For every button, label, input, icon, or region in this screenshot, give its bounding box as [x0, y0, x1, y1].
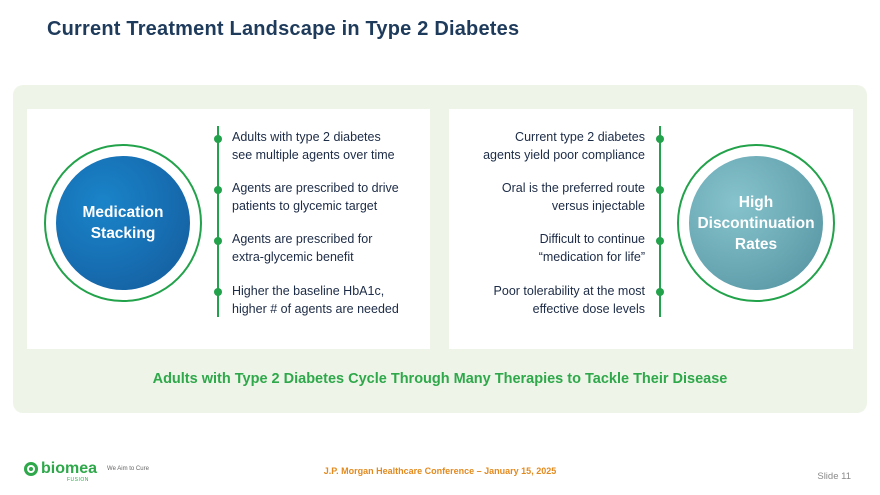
bullet-line: Agents are prescribed for	[232, 232, 373, 246]
circle-label-line: Rates	[734, 235, 778, 253]
bullet-line: Current type 2 diabetes	[515, 130, 645, 144]
left-bullet: Agents are prescribed for extra-glycemic…	[232, 231, 422, 266]
circle-label-line: Stacking	[90, 225, 156, 242]
bullet-line: Oral is the preferred route	[501, 181, 645, 195]
discontinuation-ring	[677, 144, 835, 302]
discontinuation-circle: High Discontinuation Rates	[689, 156, 823, 290]
circle-label-line: Discontinuation	[697, 214, 815, 232]
biomea-logo-mark-icon	[24, 462, 38, 476]
timeline-dot	[214, 288, 222, 296]
bullet-line: extra-glycemic benefit	[232, 249, 354, 264]
bullet-line: Adults with type 2 diabetes	[232, 130, 381, 144]
left-bullet: Agents are prescribed to drive patients …	[232, 180, 422, 215]
right-timeline-line	[659, 126, 661, 317]
logo-tagline: We Aim to Cure	[107, 466, 149, 472]
circle-label-line: Medication	[82, 204, 164, 221]
circle-label-line: High	[738, 193, 774, 211]
logo-subtext: FUSION	[67, 477, 89, 483]
slide-tagline: Adults with Type 2 Diabetes Cycle Throug…	[152, 371, 728, 387]
timeline-dot	[656, 186, 664, 194]
right-bullet: Poor tolerability at the most effective …	[455, 283, 645, 318]
conference-label: J.P. Morgan Healthcare Conference – Janu…	[323, 466, 557, 476]
medication-stacking-circle: Medication Stacking	[56, 156, 190, 290]
timeline-dot	[214, 135, 222, 143]
timeline-dot	[656, 237, 664, 245]
medication-stacking-ring	[44, 144, 202, 302]
biomea-logo: biomea FUSION We Aim to Cure	[24, 460, 149, 483]
bullet-line: effective dose levels	[532, 301, 645, 316]
bullet-line: see multiple agents over time	[232, 147, 395, 162]
bullet-line: patients to glycemic target	[232, 198, 378, 213]
timeline-dot	[656, 135, 664, 143]
bullet-line: “medication for life”	[538, 249, 645, 264]
timeline-dot	[214, 237, 222, 245]
slide-number: Slide 11	[817, 471, 851, 482]
bullet-line: Poor tolerability at the most	[493, 284, 645, 298]
bullet-line: Difficult to continue	[539, 232, 645, 246]
bullet-line: agents yield poor compliance	[483, 147, 645, 162]
left-timeline-line	[217, 126, 219, 317]
bullet-line: Agents are prescribed to drive	[232, 181, 399, 195]
left-bullet: Adults with type 2 diabetes see multiple…	[232, 129, 422, 164]
timeline-dot	[656, 288, 664, 296]
right-bullet: Oral is the preferred route versus injec…	[455, 180, 645, 215]
left-bullet: Higher the baseline HbA1c, higher # of a…	[232, 283, 422, 318]
right-bullet: Current type 2 diabetes agents yield poo…	[455, 129, 645, 164]
logo-wordmark: biomea	[41, 460, 98, 477]
bullet-line: Higher the baseline HbA1c,	[232, 284, 385, 298]
bullet-line: versus injectable	[551, 198, 645, 213]
right-bullet: Difficult to continue “medication for li…	[455, 231, 645, 266]
slide-title: Current Treatment Landscape in Type 2 Di…	[47, 18, 520, 40]
bullet-line: higher # of agents are needed	[232, 301, 399, 316]
timeline-dot	[214, 186, 222, 194]
